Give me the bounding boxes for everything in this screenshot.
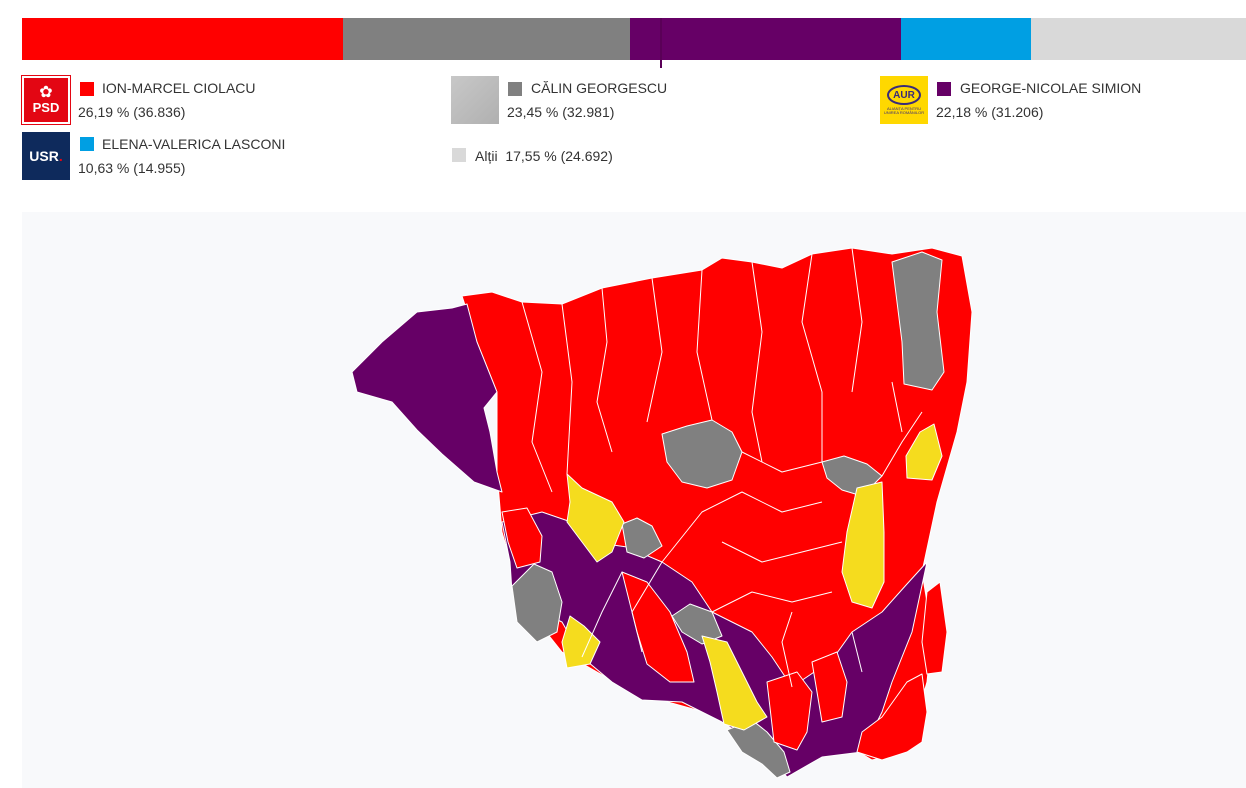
altii-value: 17,55 % (24.692) (505, 148, 613, 164)
georgescu-color-swatch (508, 82, 522, 96)
aur-logo-icon: AUR ALIANȚA PENTRU UNIREA ROMÂNILOR (880, 76, 928, 124)
ciolacu-name: ION-MARCEL CIOLACU (102, 80, 256, 96)
results-bar-segment-ciolacu (22, 18, 343, 60)
map-region[interactable] (561, 615, 601, 669)
lasconi-color-swatch (80, 137, 94, 151)
map-region[interactable] (905, 423, 943, 481)
county-borders (521, 247, 923, 688)
psd-logo-icon: ✿ PSD (21, 75, 71, 125)
results-bar-segment-lasconi (901, 18, 1032, 60)
lasconi-value: 10,63 % (14.955) (78, 160, 186, 176)
results-bar (22, 18, 1246, 60)
map-region[interactable] (621, 517, 663, 559)
altii-color-swatch (452, 148, 466, 162)
lasconi-name: ELENA-VALERICA LASCONI (102, 136, 286, 152)
simion-value: 22,18 % (31.206) (936, 104, 1044, 120)
map-region[interactable] (661, 419, 743, 489)
simion-name: GEORGE-NICOLAE SIMION (960, 80, 1142, 96)
county-map-panel (22, 212, 1246, 788)
map-region[interactable] (351, 303, 503, 493)
map-region[interactable] (891, 251, 945, 391)
georgescu-value: 23,45 % (32.981) (507, 104, 615, 120)
ciolacu-value: 26,19 % (36.836) (78, 104, 186, 120)
results-bar-segment-georgescu (342, 18, 630, 60)
county-map (351, 247, 973, 779)
map-region[interactable] (921, 581, 948, 675)
map-region[interactable] (841, 481, 885, 609)
georgescu-photo-icon (451, 76, 499, 124)
map-region[interactable] (511, 563, 563, 643)
results-bar-midpoint-marker (660, 18, 662, 68)
altii-label: Alții 17,55 % (24.692) (475, 148, 613, 164)
map-region[interactable] (856, 673, 928, 761)
map-region[interactable] (811, 651, 848, 723)
map-region[interactable] (766, 671, 813, 751)
map-region[interactable] (671, 603, 723, 645)
map-region[interactable] (701, 635, 768, 731)
georgescu-name: CĂLIN GEORGESCU (531, 80, 668, 96)
usr-logo-icon: USR. (22, 132, 70, 180)
results-bar-segment-altii (1031, 18, 1246, 60)
map-region[interactable] (566, 473, 625, 563)
map-region[interactable] (501, 507, 543, 569)
ciolacu-color-swatch (80, 82, 94, 96)
simion-color-swatch (937, 82, 951, 96)
results-bar-segment-simion (629, 18, 902, 60)
map-region[interactable] (726, 719, 791, 779)
